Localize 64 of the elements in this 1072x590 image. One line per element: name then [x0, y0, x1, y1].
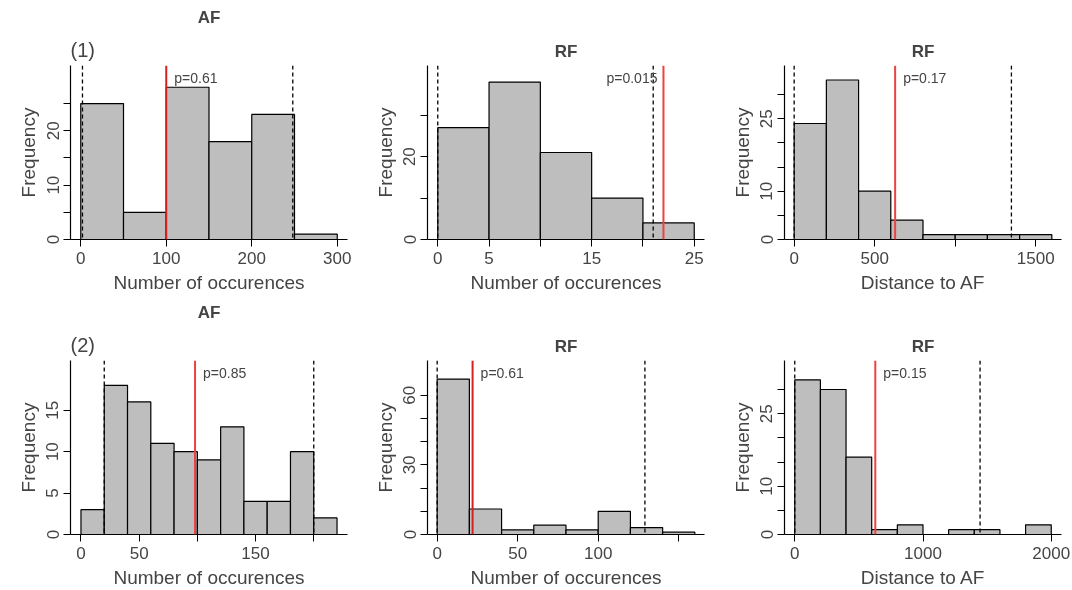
y-tick-label: 0 [43, 529, 63, 540]
text: (1) [70, 38, 95, 61]
y-tick-label: 0 [757, 529, 777, 540]
x-tick-label: 50 [508, 543, 528, 563]
y-tick-label: 5 [43, 488, 63, 498]
y-axis-title: Frequency [374, 107, 396, 198]
y-tick-label: 0 [400, 529, 420, 540]
y-axis-title: Frequency [17, 107, 39, 198]
chart-title: RF [554, 336, 578, 356]
x-tick-label: 300 [323, 248, 352, 268]
annotation: p=0.61 [174, 69, 218, 86]
x-axis-title: Distance to AF [860, 566, 985, 588]
y-tick-label: 10 [757, 181, 777, 201]
x-tick-label: 100 [152, 248, 181, 268]
x-tick-label: 200 [237, 248, 266, 268]
x-tick-label: 0 [76, 543, 86, 563]
x-tick-label: 2000 [1032, 543, 1071, 563]
chart-title: RF [554, 41, 578, 61]
y-tick-label: 15 [43, 400, 63, 420]
annotation: p=0.15 [883, 364, 927, 381]
y-tick-label: 0 [757, 234, 777, 245]
x-tick-label: 1000 [904, 543, 942, 563]
x-tick-label: 0 [432, 543, 442, 563]
y-tick-label: 20 [400, 147, 420, 167]
x-axis-title: Number of occurences [113, 566, 305, 588]
y-tick-label: 25 [757, 109, 777, 129]
chart-title: AF [197, 302, 221, 322]
x-tick-label: 0 [790, 543, 800, 563]
x-axis-title: Number of occurences [470, 566, 662, 588]
x-tick-label: 25 [684, 248, 704, 268]
y-tick-label: 30 [400, 455, 420, 475]
annotation: p=0.17 [903, 69, 947, 86]
y-tick-label: 10 [43, 175, 63, 195]
annotation: p=0.85 [203, 364, 247, 381]
chart-title: RF [911, 336, 935, 356]
x-tick-label: 0 [433, 248, 443, 268]
y-tick-label: 10 [43, 442, 63, 462]
x-tick-label: 100 [584, 543, 613, 563]
y-axis-title: Frequency [731, 107, 753, 198]
x-tick-label: 0 [76, 248, 86, 268]
x-tick-label: 1500 [1016, 248, 1055, 268]
y-tick-label: 20 [43, 121, 63, 141]
x-tick-label: 50 [129, 543, 149, 563]
y-axis-title: Frequency [17, 402, 39, 493]
x-axis-title: Number of occurences [470, 271, 662, 293]
y-tick-label: 60 [400, 385, 420, 405]
x-axis-title: Number of occurences [113, 271, 305, 293]
y-axis-title: Frequency [731, 402, 753, 493]
x-tick-label: 0 [789, 248, 799, 268]
chart-title: RF [911, 41, 935, 61]
text: (2) [70, 333, 95, 356]
annotation: p=0.015 [606, 69, 658, 86]
y-tick-label: 25 [757, 404, 777, 424]
x-tick-label: 500 [860, 248, 889, 268]
x-axis-title: Distance to AF [860, 271, 985, 293]
x-tick-label: 5 [484, 248, 494, 268]
y-axis-title: Frequency [374, 402, 396, 493]
x-tick-label: 15 [582, 248, 602, 268]
annotation: p=0.61 [480, 364, 525, 381]
y-tick-label: 0 [43, 234, 63, 245]
y-tick-label: 0 [400, 234, 420, 245]
chart-title: AF [197, 7, 221, 27]
y-tick-label: 10 [757, 476, 777, 496]
x-tick-label: 150 [241, 543, 270, 563]
